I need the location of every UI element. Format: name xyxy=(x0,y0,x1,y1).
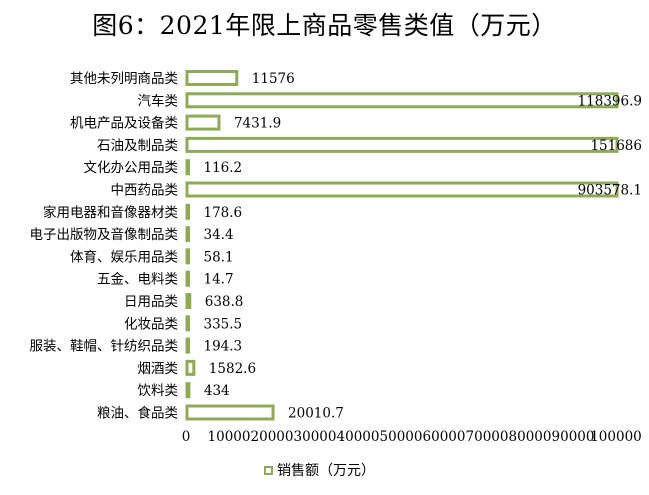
x-tick-label: 20000 xyxy=(251,429,294,445)
x-tick-label: 100000 xyxy=(590,429,642,445)
category-label: 烟酒类 xyxy=(138,361,179,377)
data-label: 118396.9 xyxy=(578,93,642,109)
bar xyxy=(185,270,190,287)
bar xyxy=(185,337,190,354)
category-label: 中西药品类 xyxy=(111,183,179,199)
category-label: 五金、电料类 xyxy=(97,272,178,288)
category-label: 电子出版物及音像制品类 xyxy=(30,226,179,243)
category-label: 石油及制品类 xyxy=(97,138,178,154)
category-label: 机电产品及设备类 xyxy=(70,115,178,132)
bar xyxy=(185,248,190,265)
category-label: 服装、鞋帽、针纺织品类 xyxy=(30,339,179,355)
x-tick-label: 60000 xyxy=(423,429,466,445)
bar xyxy=(185,226,190,243)
bar xyxy=(185,181,619,198)
category-label: 其他未列明商品类 xyxy=(70,71,178,87)
data-label: 178.6 xyxy=(204,205,243,221)
data-label: 116.2 xyxy=(204,160,243,176)
category-label: 汽车类 xyxy=(138,92,179,109)
data-label: 638.8 xyxy=(205,294,244,310)
bar xyxy=(185,70,239,86)
bar xyxy=(185,92,619,109)
data-label: 34.4 xyxy=(204,227,234,243)
x-tick-label: 40000 xyxy=(337,429,380,445)
bar xyxy=(185,114,221,131)
x-tick-label: 80000 xyxy=(509,429,552,445)
legend: 销售额（万元） xyxy=(264,460,375,480)
data-label: 194.3 xyxy=(204,339,243,355)
data-label: 20010.7 xyxy=(288,406,344,422)
chart-title: 图6：2021年限上商品零售类值（万元） xyxy=(92,11,557,40)
bar xyxy=(185,293,192,309)
x-tick-label: 10000 xyxy=(208,429,251,445)
bar xyxy=(185,315,190,332)
data-label: 434 xyxy=(204,383,230,399)
category-label: 家用电器和音像器材类 xyxy=(43,204,178,221)
bar xyxy=(185,203,190,220)
bar xyxy=(185,359,196,376)
category-label: 粮油、食品类 xyxy=(97,405,178,422)
data-label: 1582.6 xyxy=(209,361,256,377)
data-label: 58.1 xyxy=(204,249,234,265)
category-label: 化妆品类 xyxy=(124,316,178,332)
data-label: 151686 xyxy=(590,138,642,154)
bar xyxy=(185,382,191,399)
category-label: 文化办公用品类 xyxy=(84,160,179,176)
bar xyxy=(185,136,619,153)
legend-swatch xyxy=(264,465,273,475)
category-label: 体育、娱乐用品类 xyxy=(70,249,178,265)
data-label: 14.7 xyxy=(204,272,234,288)
x-tick-label: 50000 xyxy=(380,429,423,445)
bar xyxy=(185,159,190,176)
data-label: 335.5 xyxy=(204,316,243,332)
x-tick-label: 70000 xyxy=(466,429,509,445)
x-tick-label: 30000 xyxy=(294,429,337,445)
data-label: 903578.1 xyxy=(578,183,642,199)
x-tick-label: 90000 xyxy=(552,429,595,445)
data-label: 7431.9 xyxy=(234,116,281,132)
x-tick-label: 0 xyxy=(182,429,191,445)
category-label: 日用品类 xyxy=(124,294,178,310)
legend-label: 销售额（万元） xyxy=(277,463,375,479)
data-label: 11576 xyxy=(252,71,295,87)
category-label: 饮料类 xyxy=(138,383,179,399)
bar xyxy=(185,404,275,421)
